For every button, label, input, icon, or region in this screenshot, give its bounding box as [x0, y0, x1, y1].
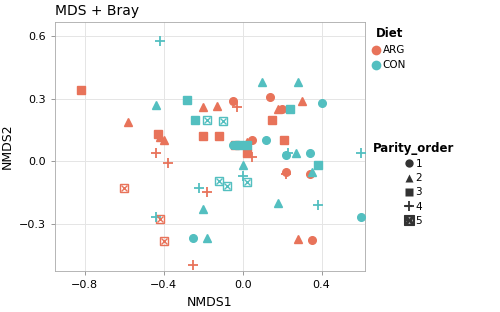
- X-axis label: NMDS1: NMDS1: [187, 296, 233, 309]
- Y-axis label: NMDS2: NMDS2: [0, 124, 14, 169]
- Legend: 1, 2, 3, 4, 5: 1, 2, 3, 4, 5: [374, 142, 454, 226]
- Text: MDS + Bray: MDS + Bray: [55, 4, 139, 18]
